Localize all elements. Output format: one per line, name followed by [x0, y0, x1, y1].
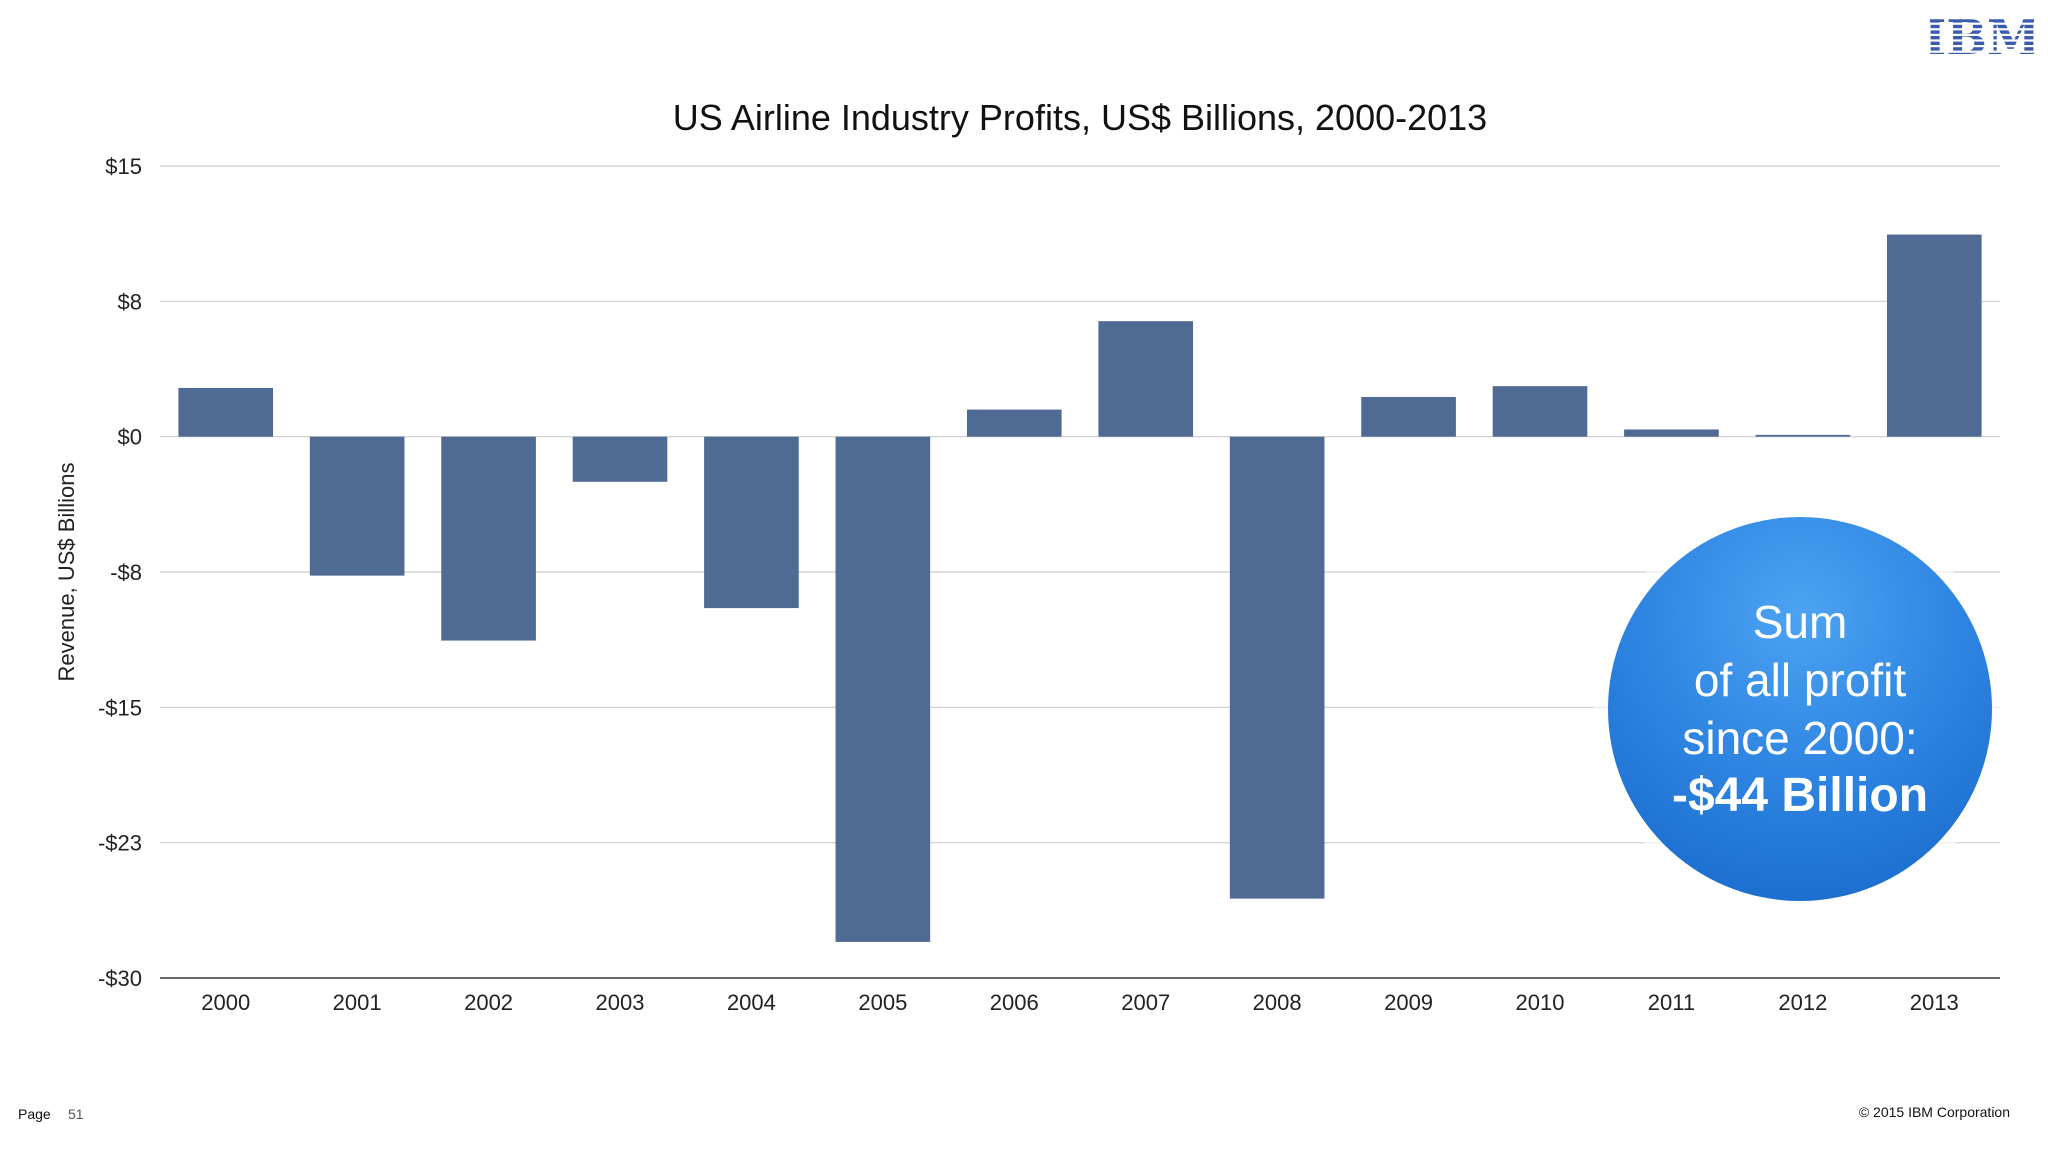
bar-2008	[1229, 436, 1325, 899]
x-tick-label: 2011	[1648, 990, 1695, 1015]
y-axis-label: Revenue, US$ Billions	[54, 463, 79, 682]
bar-2009	[1361, 396, 1456, 437]
x-tick-label: 2012	[1778, 990, 1827, 1015]
x-tick-label: 2010	[1516, 990, 1565, 1015]
bar-2004	[704, 436, 799, 609]
bar-2002	[441, 436, 536, 641]
bar-2005	[835, 436, 931, 942]
y-tick-label: -$23	[98, 831, 142, 856]
bar-2010	[1492, 386, 1588, 437]
x-tick-label: 2013	[1910, 990, 1959, 1015]
y-tick-label: -$8	[110, 560, 142, 585]
x-tick-label: 2003	[596, 990, 645, 1015]
bar-2011	[1624, 429, 1719, 437]
bars	[178, 234, 1982, 942]
x-tick-label: 2009	[1384, 990, 1433, 1015]
bar-2012	[1755, 434, 1851, 437]
bar-2006	[966, 409, 1062, 437]
y-tick-labels: $15 $8 $0 -$8 -$15 -$23 -$30	[98, 154, 142, 991]
bar-2007	[1098, 321, 1194, 437]
sum-callout-circle: Sum of all profit since 2000: -$44 Billi…	[1608, 517, 1992, 901]
x-tick-labels: 2000 2001 2002 2003 2004 2005 2006 2007 2008 2009…	[201, 990, 1959, 1015]
x-tick-label: 2001	[333, 990, 382, 1015]
y-tick-label: $15	[105, 154, 142, 179]
ibm-logo: IBM	[1930, 13, 2034, 59]
x-tick-label: 2006	[990, 990, 1039, 1015]
bar-2001	[309, 436, 405, 576]
page-number: 51	[68, 1106, 84, 1122]
callout-line-3: since 2000:	[1682, 712, 1918, 764]
y-tick-label: -$30	[98, 966, 142, 991]
bar-2013	[1886, 234, 1982, 437]
x-tick-label: 2004	[727, 990, 776, 1015]
callout-total: -$44 Billion	[1671, 769, 1929, 822]
x-tick-label: 2005	[858, 990, 907, 1015]
x-tick-label: 2007	[1121, 990, 1170, 1015]
bar-2003	[572, 436, 668, 482]
chart-title: US Airline Industry Profits, US$ Billion…	[673, 97, 1487, 138]
x-tick-label: 2008	[1253, 990, 1302, 1015]
copyright: © 2015 IBM Corporation	[1858, 1104, 2010, 1120]
y-tick-label: $0	[118, 425, 142, 450]
y-tick-label: $8	[118, 289, 142, 314]
x-tick-label: 2002	[464, 990, 513, 1015]
bar-2000	[178, 387, 274, 437]
callout-line-1: Sum	[1752, 596, 1848, 648]
y-tick-label: -$15	[98, 695, 142, 720]
page-label: Page	[18, 1106, 51, 1122]
x-tick-label: 2000	[201, 990, 250, 1015]
callout-line-2: of all profit	[1693, 654, 1907, 706]
